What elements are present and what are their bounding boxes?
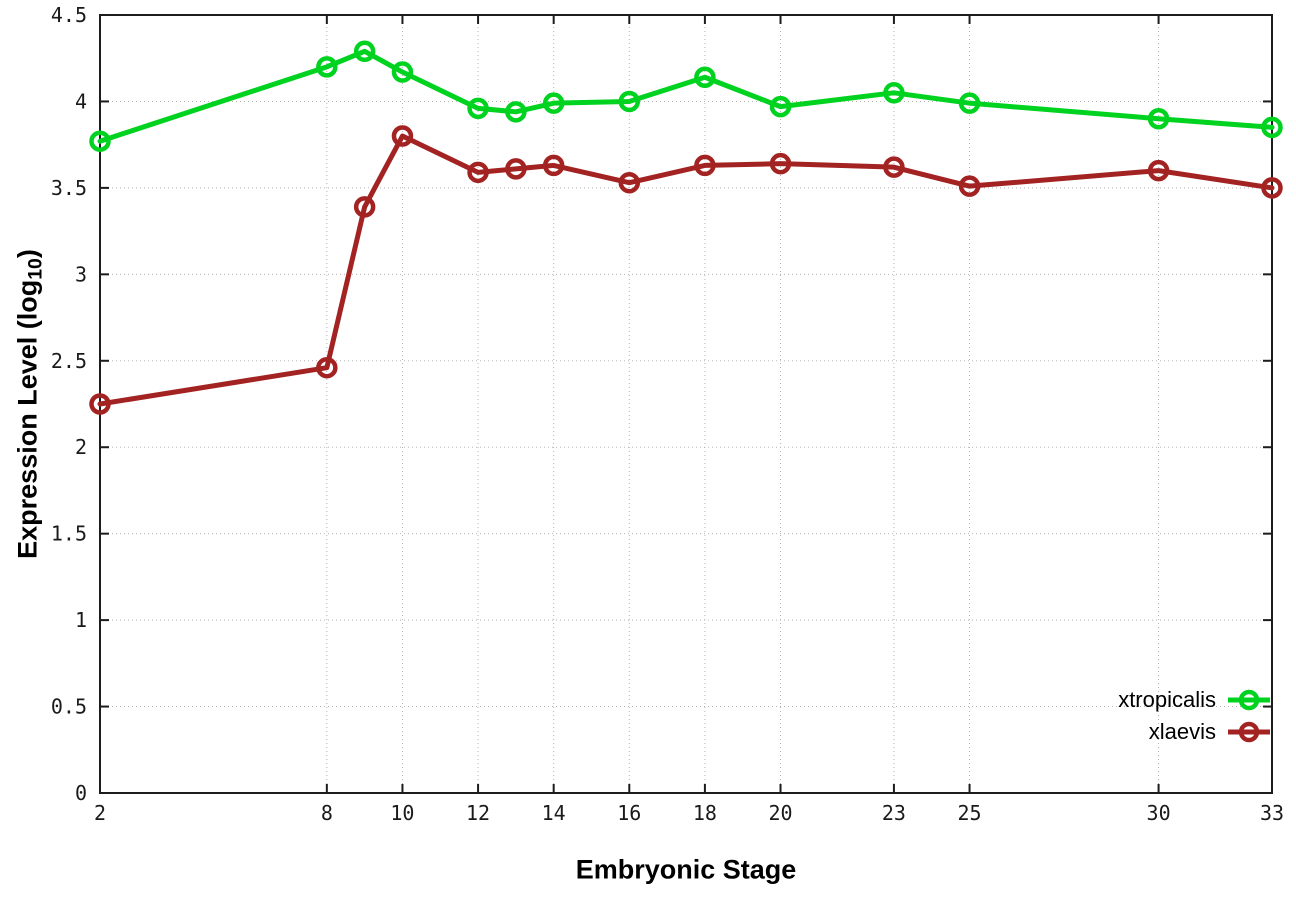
data-point-xtropicalis-30 <box>1147 107 1170 130</box>
data-point-xtropicalis-18 <box>694 66 716 88</box>
legend-label-xtropicalis: xtropicalis <box>1118 687 1216 712</box>
data-point-xtropicalis-25 <box>958 92 981 114</box>
legend-sample-line-icon <box>1228 721 1270 743</box>
data-point-xlaevis-9 <box>353 196 376 218</box>
legend: xtropicalis xlaevis <box>1118 684 1272 748</box>
gridlines <box>100 15 1272 793</box>
y-tick-label: 3.5 <box>51 176 87 200</box>
x-tick-label: 12 <box>466 801 490 825</box>
data-point-xlaevis-20 <box>769 152 792 175</box>
data-point-xtropicalis-2 <box>89 130 111 152</box>
data-point-xlaevis-18 <box>694 154 716 177</box>
data-point-xlaevis-2 <box>89 393 111 415</box>
x-tick-label: 16 <box>617 801 641 825</box>
plot-border <box>99 14 1273 794</box>
data-point-xlaevis-33 <box>1261 177 1283 199</box>
y-tick-label: 3 <box>75 262 87 286</box>
data-point-xtropicalis-13 <box>505 101 527 123</box>
data-point-xtropicalis-9 <box>353 40 376 63</box>
series-line-xlaevis <box>97 133 1275 407</box>
axis-ticks <box>99 14 1273 794</box>
y-tick-label: 0.5 <box>51 695 87 719</box>
data-point-xtropicalis-33 <box>1261 116 1283 139</box>
legend-item-xlaevis: xlaevis <box>1118 716 1272 748</box>
y-tick-label: 1 <box>75 608 87 632</box>
data-point-xlaevis-16 <box>618 171 641 194</box>
data-point-xtropicalis-12 <box>467 97 489 120</box>
data-point-xtropicalis-16 <box>618 90 641 113</box>
data-point-xlaevis-10 <box>391 125 414 147</box>
data-point-xtropicalis-20 <box>769 95 792 118</box>
y-axis-title-suffix: ) <box>12 249 43 259</box>
legend-sample-line-icon <box>1228 689 1270 711</box>
y-axis-title: Expression Level (log10) <box>12 249 47 559</box>
y-tick-label: 2 <box>75 435 87 459</box>
data-point-xtropicalis-10 <box>391 61 414 83</box>
x-tick-label: 30 <box>1147 801 1171 825</box>
legend-item-xtropicalis: xtropicalis <box>1118 684 1272 716</box>
x-tick-label: 20 <box>768 801 792 825</box>
series-line-xtropicalis <box>97 48 1275 144</box>
y-tick-label: 1.5 <box>51 522 87 546</box>
x-tick-label: 23 <box>882 801 906 825</box>
x-tick-label: 18 <box>693 801 717 825</box>
x-axis-title: Embryonic Stage <box>575 854 797 885</box>
x-tick-label: 33 <box>1260 801 1284 825</box>
data-point-xlaevis-8 <box>316 356 338 379</box>
x-tick-label: 2 <box>94 801 106 825</box>
series-xlaevis <box>89 125 1283 415</box>
data-point-xtropicalis-23 <box>883 82 905 104</box>
y-tick-label: 2.5 <box>51 349 87 373</box>
data-point-xlaevis-13 <box>505 158 527 180</box>
y-tick-label: 4 <box>75 89 87 113</box>
data-point-xlaevis-14 <box>542 154 565 177</box>
data-point-xlaevis-30 <box>1147 159 1170 182</box>
x-tick-label: 14 <box>542 801 566 825</box>
data-point-xlaevis-23 <box>883 156 905 178</box>
data-point-xlaevis-12 <box>467 161 489 184</box>
data-point-xtropicalis-8 <box>316 56 338 78</box>
y-tick-label: 4.5 <box>51 3 87 27</box>
series-xtropicalis <box>89 40 1283 152</box>
x-tick-label: 8 <box>321 801 333 825</box>
y-axis-title-subscript: 10 <box>24 258 47 280</box>
data-point-xtropicalis-14 <box>542 92 565 114</box>
x-tick-label: 25 <box>958 801 982 825</box>
y-axis-title-text: Expression Level (log <box>12 279 43 559</box>
data-point-xlaevis-25 <box>958 175 981 197</box>
y-tick-label: 0 <box>75 781 87 805</box>
legend-label-xlaevis: xlaevis <box>1148 719 1216 744</box>
x-tick-label: 10 <box>390 801 414 825</box>
